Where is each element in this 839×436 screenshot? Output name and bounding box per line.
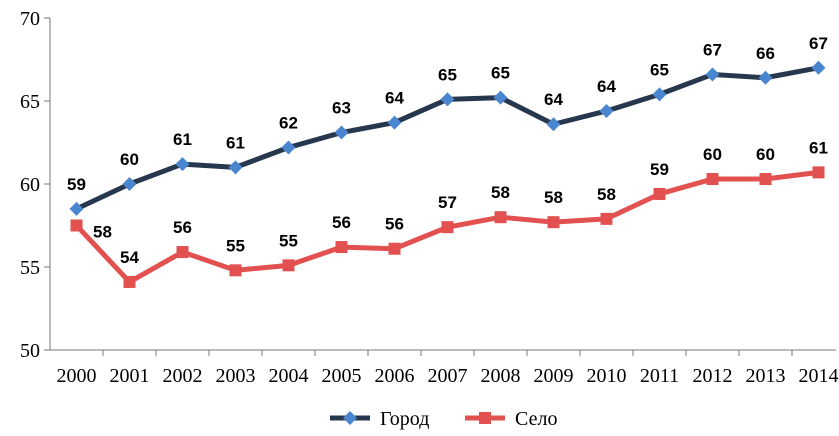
point [493, 90, 508, 105]
legend-marker [343, 411, 357, 425]
y-tick-label: 70 [20, 8, 40, 30]
x-tick-label: 2000 [57, 365, 97, 387]
x-tick-label: 2013 [746, 365, 786, 387]
value-label: 55 [226, 236, 245, 255]
value-label: 59 [67, 175, 86, 194]
value-label: 58 [93, 223, 112, 242]
x-tick-label: 2010 [587, 365, 627, 387]
value-label: 64 [385, 89, 404, 108]
value-label: 65 [438, 65, 457, 84]
point [547, 216, 560, 229]
point [387, 115, 402, 130]
value-label: 56 [385, 215, 404, 234]
point [334, 125, 349, 140]
value-label: 58 [544, 188, 563, 207]
value-label: 61 [226, 133, 245, 152]
x-tick-label: 2002 [163, 365, 203, 387]
value-label: 60 [703, 145, 722, 164]
x-tick-label: 2008 [481, 365, 521, 387]
point [546, 117, 561, 132]
value-label: 54 [120, 248, 139, 267]
y-tick-label: 60 [20, 174, 40, 196]
x-tick-label: 2014 [799, 365, 839, 387]
point [335, 241, 348, 254]
legend-marker [479, 412, 491, 424]
legend-label: Село [515, 408, 557, 430]
x-tick-label: 2004 [269, 365, 309, 387]
point [441, 221, 454, 234]
x-tick-label: 2009 [534, 365, 574, 387]
point [759, 173, 772, 186]
point [811, 60, 826, 75]
point [600, 212, 613, 225]
point [705, 67, 720, 82]
value-label: 57 [438, 193, 457, 212]
x-tick-label: 2007 [428, 365, 468, 387]
value-label: 62 [279, 113, 298, 132]
value-label: 56 [332, 213, 351, 232]
point [175, 157, 190, 172]
value-label: 56 [173, 218, 192, 237]
point [652, 87, 667, 102]
point [812, 166, 825, 179]
point [706, 173, 719, 186]
x-tick-label: 2006 [375, 365, 415, 387]
point [494, 211, 507, 224]
y-tick-label: 65 [20, 91, 40, 113]
point [440, 92, 455, 107]
y-tick-label: 55 [20, 257, 40, 279]
value-label: 58 [597, 185, 616, 204]
point [653, 187, 666, 200]
x-tick-label: 2012 [693, 365, 733, 387]
value-label: 64 [544, 90, 563, 109]
value-label: 58 [491, 183, 510, 202]
point [123, 275, 136, 288]
point [229, 264, 242, 277]
point [758, 70, 773, 85]
value-label: 65 [491, 64, 510, 83]
value-label: 67 [809, 34, 828, 53]
value-label: 67 [703, 40, 722, 59]
point [281, 140, 296, 155]
value-label: 61 [173, 130, 192, 149]
value-label: 65 [650, 60, 669, 79]
value-label: 64 [597, 77, 616, 96]
value-label: 59 [650, 160, 669, 179]
x-tick-label: 2005 [322, 365, 362, 387]
point [282, 259, 295, 272]
y-tick-label: 50 [20, 340, 40, 362]
value-label: 60 [756, 145, 775, 164]
point [70, 219, 83, 232]
point [69, 201, 84, 216]
value-label: 63 [332, 99, 351, 118]
value-label: 60 [120, 150, 139, 169]
point [228, 160, 243, 175]
point [122, 177, 137, 191]
legend-label: Город [380, 408, 429, 430]
value-label: 61 [809, 138, 828, 157]
point [599, 103, 614, 118]
x-tick-label: 2001 [110, 365, 150, 387]
point [176, 246, 189, 259]
x-tick-label: 2011 [640, 365, 679, 387]
value-label: 55 [279, 231, 298, 250]
x-tick-label: 2003 [216, 365, 256, 387]
point [388, 242, 401, 255]
value-label: 66 [756, 44, 775, 63]
